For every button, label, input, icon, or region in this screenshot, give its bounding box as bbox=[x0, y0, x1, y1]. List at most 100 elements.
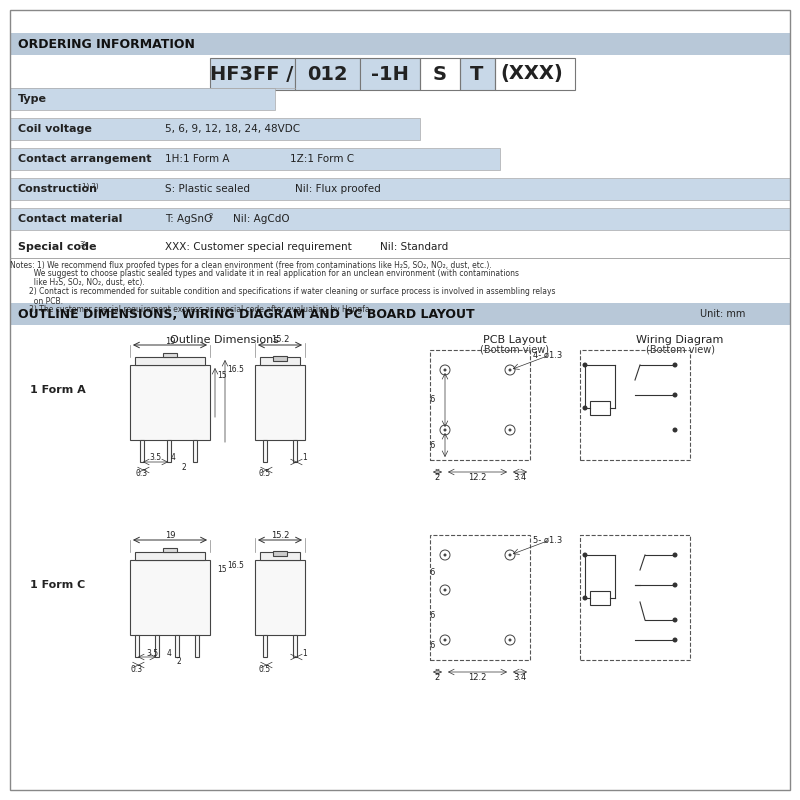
Bar bbox=[430, 535, 530, 660]
Circle shape bbox=[673, 618, 678, 622]
Text: (XXX): (XXX) bbox=[501, 65, 563, 83]
Bar bbox=[135, 552, 205, 560]
Text: Contact arrangement: Contact arrangement bbox=[18, 154, 151, 164]
Text: 6: 6 bbox=[430, 568, 435, 577]
Text: S: S bbox=[433, 65, 447, 83]
Circle shape bbox=[673, 638, 678, 642]
Text: 4: 4 bbox=[171, 454, 176, 462]
Bar bbox=[10, 148, 500, 170]
Text: 12.2: 12.2 bbox=[468, 474, 486, 482]
Text: Special code: Special code bbox=[18, 242, 97, 252]
Text: 3.4: 3.4 bbox=[514, 474, 526, 482]
Bar bbox=[420, 58, 460, 90]
Bar bbox=[163, 548, 177, 552]
Bar bbox=[10, 178, 790, 200]
Text: 16.5: 16.5 bbox=[227, 366, 244, 374]
Text: 3): 3) bbox=[79, 241, 86, 247]
Bar bbox=[460, 58, 495, 90]
Text: We suggest to choose plastic sealed types and validate it in real application fo: We suggest to choose plastic sealed type… bbox=[10, 270, 519, 278]
Circle shape bbox=[443, 369, 446, 371]
Text: Unit: mm: Unit: mm bbox=[700, 309, 745, 319]
Text: XXX: Customer special requirement: XXX: Customer special requirement bbox=[165, 242, 352, 252]
Text: 012: 012 bbox=[306, 65, 347, 83]
Bar bbox=[10, 208, 790, 230]
Bar bbox=[255, 365, 305, 440]
Bar bbox=[430, 350, 530, 460]
Text: 1: 1 bbox=[302, 649, 307, 658]
Text: 15: 15 bbox=[217, 566, 226, 574]
Text: -1H: -1H bbox=[371, 65, 409, 83]
Text: Nil: AgCdO: Nil: AgCdO bbox=[220, 214, 290, 224]
Text: 2: 2 bbox=[181, 462, 186, 471]
Circle shape bbox=[509, 554, 511, 557]
Text: 1: 1 bbox=[302, 454, 307, 462]
Text: 6: 6 bbox=[430, 641, 435, 650]
Text: 15.2: 15.2 bbox=[271, 530, 289, 539]
Bar bbox=[135, 357, 205, 365]
Circle shape bbox=[443, 554, 446, 557]
Bar bbox=[293, 440, 297, 462]
Bar bbox=[590, 591, 610, 605]
Bar bbox=[167, 440, 171, 462]
Text: 6: 6 bbox=[430, 395, 435, 405]
Bar bbox=[10, 88, 275, 110]
Text: 2: 2 bbox=[434, 674, 440, 682]
Bar bbox=[163, 353, 177, 357]
Text: 0.3: 0.3 bbox=[131, 665, 143, 674]
Bar bbox=[360, 58, 420, 90]
Text: 2: 2 bbox=[434, 474, 440, 482]
Text: 15: 15 bbox=[217, 370, 226, 379]
Bar bbox=[130, 560, 210, 635]
Bar bbox=[295, 58, 360, 90]
Text: 4- ø1.3: 4- ø1.3 bbox=[533, 350, 562, 359]
Bar bbox=[255, 560, 305, 635]
Text: 1) 2): 1) 2) bbox=[82, 182, 98, 190]
Text: 2: 2 bbox=[209, 213, 214, 219]
Text: 12.2: 12.2 bbox=[468, 674, 486, 682]
Circle shape bbox=[673, 553, 678, 558]
Text: 16.5: 16.5 bbox=[227, 561, 244, 570]
Bar bbox=[273, 551, 287, 556]
Bar bbox=[10, 118, 420, 140]
Text: 0.5: 0.5 bbox=[259, 470, 271, 478]
Text: T: T bbox=[470, 65, 484, 83]
Bar bbox=[130, 365, 210, 440]
Bar bbox=[580, 535, 690, 660]
Text: Nil: Standard: Nil: Standard bbox=[380, 242, 448, 252]
Text: 3.4: 3.4 bbox=[514, 674, 526, 682]
Text: 2: 2 bbox=[177, 658, 182, 666]
Text: like H₂S, SO₂, NO₂, dust, etc).: like H₂S, SO₂, NO₂, dust, etc). bbox=[10, 278, 145, 287]
Circle shape bbox=[582, 362, 587, 367]
Text: HF3FF /: HF3FF / bbox=[210, 65, 294, 83]
Bar bbox=[140, 440, 144, 462]
Text: 3) The customer special requirement express as special code after evaluating by : 3) The customer special requirement expr… bbox=[10, 306, 372, 314]
Text: 19: 19 bbox=[165, 531, 175, 541]
Bar bbox=[260, 357, 300, 365]
Text: (Bottom view): (Bottom view) bbox=[481, 345, 550, 355]
Bar bbox=[590, 401, 610, 415]
Circle shape bbox=[443, 638, 446, 642]
Circle shape bbox=[582, 553, 587, 558]
Text: Wiring Diagram: Wiring Diagram bbox=[636, 335, 724, 345]
Bar bbox=[210, 58, 295, 90]
Text: Type: Type bbox=[18, 94, 47, 104]
Bar bbox=[260, 552, 300, 560]
Text: Nil: Flux proofed: Nil: Flux proofed bbox=[295, 184, 381, 194]
Bar bbox=[195, 635, 199, 657]
Circle shape bbox=[582, 406, 587, 410]
Text: 0.5: 0.5 bbox=[259, 665, 271, 674]
Bar bbox=[580, 350, 690, 460]
Circle shape bbox=[582, 595, 587, 601]
Circle shape bbox=[673, 362, 678, 367]
Bar bbox=[175, 635, 179, 657]
Text: 0.3: 0.3 bbox=[136, 470, 148, 478]
Text: 1H:1 Form A: 1H:1 Form A bbox=[165, 154, 230, 164]
Text: 1 Form A: 1 Form A bbox=[30, 385, 86, 395]
Text: Notes: 1) We recommend flux proofed types for a clean environment (free from con: Notes: 1) We recommend flux proofed type… bbox=[10, 261, 492, 270]
Bar bbox=[263, 635, 267, 657]
Text: S: Plastic sealed: S: Plastic sealed bbox=[165, 184, 250, 194]
Text: 1 Form C: 1 Form C bbox=[30, 580, 86, 590]
Bar bbox=[10, 303, 790, 325]
Text: ORDERING INFORMATION: ORDERING INFORMATION bbox=[18, 38, 195, 50]
Text: 1Z:1 Form C: 1Z:1 Form C bbox=[290, 154, 354, 164]
